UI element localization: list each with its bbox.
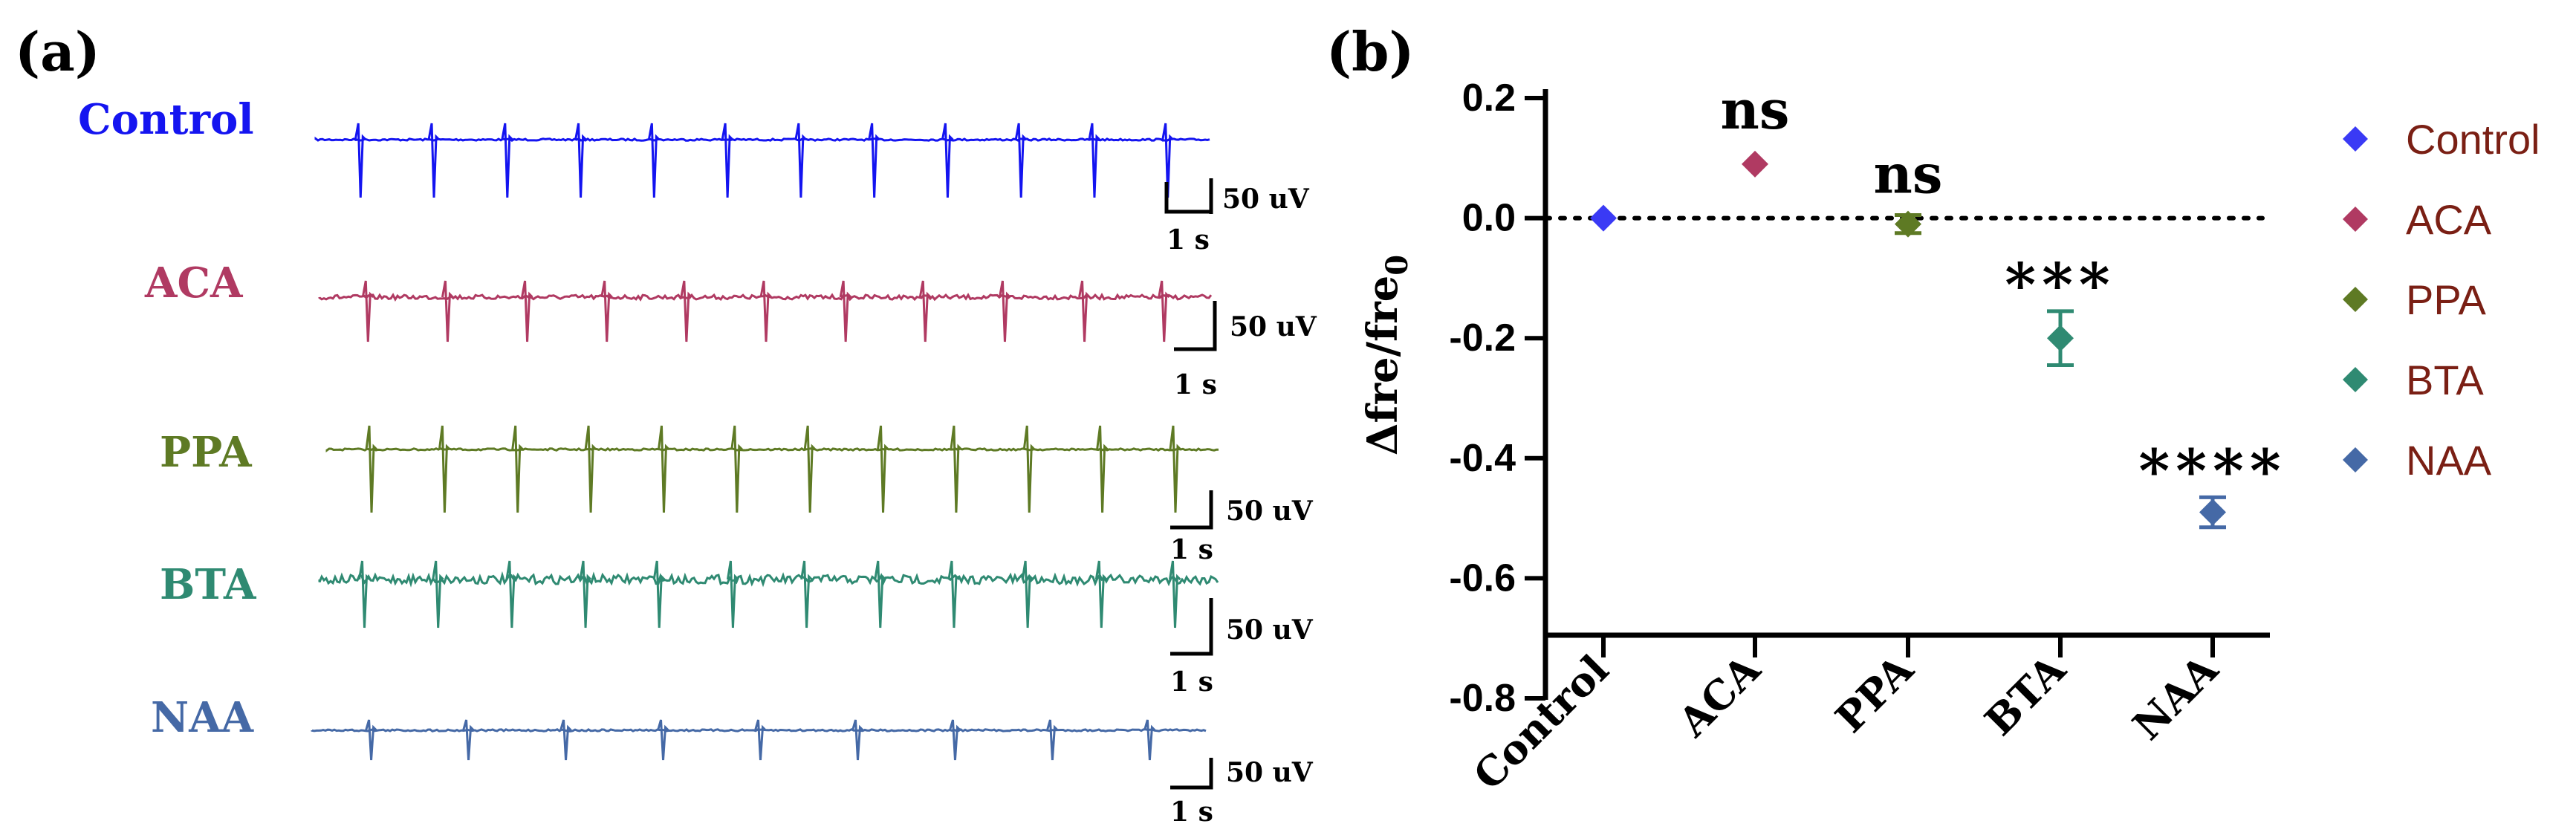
scale-bar-lines [1174, 301, 1217, 351]
x-category-label: Control [1464, 646, 1618, 799]
y-tick-label: -0.8 [1449, 677, 1516, 720]
y-axis-label-main: Δfre/fre [1358, 276, 1407, 455]
x-category-label: PPA [1826, 645, 1923, 741]
scale-bar-lines [1170, 598, 1213, 656]
legend-marker [2343, 367, 2368, 392]
scale-amplitude-label: 50 uV [1222, 183, 1310, 215]
trace-aca [318, 280, 1213, 342]
y-ticks: 0.2 0.0 -0.2 -0.4 -0.6 -0.8 [1449, 77, 1545, 720]
scale-amplitude-label: 50 uV [1226, 614, 1314, 646]
significance-label: *** [2005, 250, 2116, 319]
legend-label: NAA [2406, 437, 2492, 484]
data-point-naa [2199, 498, 2226, 526]
trace-naa [311, 719, 1207, 761]
data-point-bta [2047, 325, 2074, 352]
data-point-ppa [1895, 210, 1921, 238]
legend-label: PPA [2406, 276, 2487, 323]
trace-label-naa: NAA [151, 693, 255, 742]
legend-label: BTA [2406, 357, 2484, 403]
scale-time-label: 1 s [1167, 224, 1210, 256]
scale-time-label: 1 s [1170, 666, 1213, 698]
scale-time-label: 1 s [1174, 369, 1217, 400]
scale-bar-lines [1170, 490, 1213, 530]
trace-label-bta: BTA [160, 560, 257, 609]
scale-bar-control: 50 uV 1 s [1164, 178, 1310, 256]
scale-bar-aca: 50 uV 1 s [1174, 301, 1317, 400]
scale-time-label: 1 s [1170, 796, 1213, 828]
y-tick-label: -0.4 [1449, 437, 1516, 480]
legend-marker [2343, 447, 2368, 472]
significance-label: ns [1721, 78, 1790, 141]
legend-label: Control [2406, 116, 2540, 163]
significance-label: ns [1874, 143, 1943, 206]
trace-label-control: Control [78, 95, 254, 144]
legend-marker [2343, 207, 2368, 232]
legend-label: ACA [2406, 196, 2492, 243]
y-tick-label: -0.2 [1449, 316, 1516, 360]
scale-bar-bta: 50 uV 1 s [1170, 598, 1314, 698]
panel-a-label: (a) [15, 20, 100, 83]
x-category-label: BTA [1976, 645, 2075, 744]
x-category-label: NAA [2124, 645, 2228, 749]
trace-ppa [325, 425, 1219, 513]
y-axis-label: Δfre/fre0 [1358, 255, 1415, 455]
trace-control [314, 123, 1210, 198]
trace-bta [318, 560, 1219, 628]
scale-bar-lines [1164, 182, 1211, 214]
data-point-control [1590, 204, 1617, 232]
y-tick-label: -0.6 [1449, 556, 1516, 600]
legend-marker [2343, 126, 2368, 152]
y-tick-label: 0.2 [1462, 77, 1516, 120]
scale-amplitude-label: 50 uV [1230, 311, 1317, 342]
trace-label-aca: ACA [144, 259, 244, 308]
y-axis-label-subscript: 0 [1380, 255, 1415, 276]
legend: Control ACA PPA BTA NAA [2343, 116, 2540, 484]
trace-label-ppa: PPA [160, 428, 253, 477]
significance-label: **** [2138, 435, 2286, 505]
x-category-label: ACA [1669, 645, 1770, 746]
scale-bar-lines [1170, 758, 1213, 790]
y-tick-label: 0.0 [1462, 197, 1516, 240]
scale-amplitude-label: 50 uV [1226, 496, 1314, 527]
scale-bar-naa: 50 uV 1 s [1170, 757, 1314, 828]
y-axis-label-text: Δfre/fre0 [1358, 255, 1415, 455]
x-categories: Control ACA PPA BTA NAA [1464, 635, 2228, 799]
scale-bar-ppa: 50 uV 1 s [1170, 490, 1314, 565]
scale-amplitude-label: 50 uV [1226, 757, 1314, 788]
panel-b-label: (b) [1326, 20, 1414, 83]
scale-time-label: 1 s [1170, 534, 1213, 565]
legend-marker [2343, 287, 2368, 312]
data-point-aca [1742, 150, 1768, 178]
